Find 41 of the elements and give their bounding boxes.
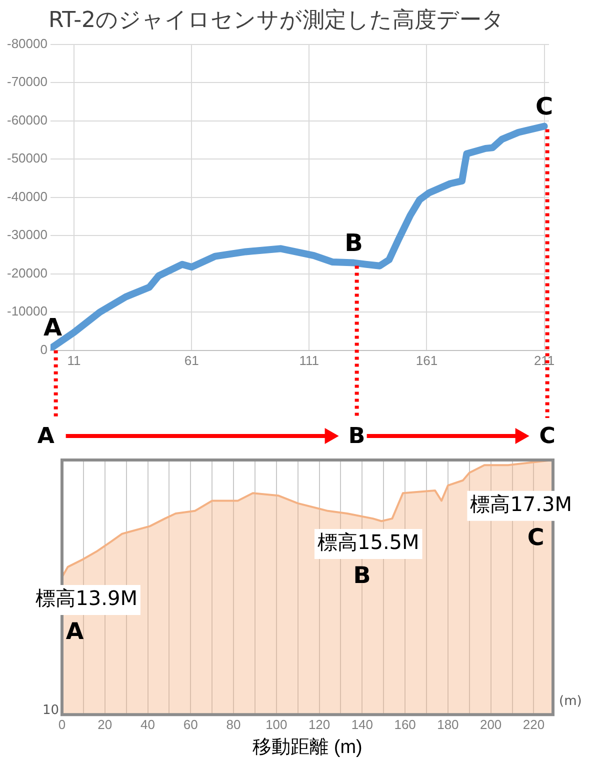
annotation: A bbox=[66, 619, 84, 646]
x-tick-label: 100 bbox=[266, 716, 288, 732]
text: A bbox=[37, 424, 54, 450]
x-tick-label: 180 bbox=[437, 716, 459, 732]
x-tick-label: 60 bbox=[183, 716, 198, 732]
x-tick-label: 61 bbox=[184, 352, 199, 368]
x-tick-label: 111 bbox=[299, 352, 320, 368]
x-tick-label: 161 bbox=[416, 352, 438, 368]
x-tick-label: 20 bbox=[98, 716, 112, 732]
y-tick-label: -50000 bbox=[6, 150, 48, 166]
text: C bbox=[539, 424, 556, 450]
x-tick-label: 140 bbox=[351, 716, 374, 732]
annotation: 標高15.5M bbox=[317, 530, 420, 554]
chart-title: RT-2のジャイロセンサが測定した高度データ bbox=[48, 8, 505, 33]
y-tick-label: -10000 bbox=[6, 304, 48, 319]
x-axis-title: 移動距離 (m) bbox=[252, 736, 362, 758]
annotation: C bbox=[527, 524, 544, 551]
y-tick-label: -30000 bbox=[6, 227, 48, 242]
x-tick-label: 200 bbox=[480, 716, 502, 732]
annotation: B bbox=[353, 563, 371, 590]
x-tick-label: 220 bbox=[522, 716, 545, 732]
y-tick-label: 0 bbox=[40, 342, 48, 357]
annotation: 標高17.3M bbox=[470, 492, 572, 516]
x-tick-label: 211 bbox=[534, 352, 555, 368]
x-tick-label: 11 bbox=[67, 352, 81, 368]
x-tick-label: 40 bbox=[140, 716, 155, 732]
annotation: B bbox=[344, 228, 363, 257]
text: B bbox=[348, 424, 366, 450]
y-tick-label: -40000 bbox=[6, 188, 48, 204]
text: (m) bbox=[559, 694, 582, 710]
x-tick-label: 80 bbox=[226, 716, 241, 732]
x-tick-label: 120 bbox=[308, 716, 330, 732]
y-tick-label: -20000 bbox=[6, 265, 48, 280]
y-tick-label: -70000 bbox=[6, 74, 48, 90]
x-tick-label: 160 bbox=[394, 716, 416, 732]
x-tick-label: 0 bbox=[58, 716, 66, 732]
annotation: C bbox=[535, 92, 554, 120]
y-tick-label: -80000 bbox=[6, 36, 48, 51]
y-tick-label: -60000 bbox=[6, 112, 48, 128]
text: 10 bbox=[42, 702, 59, 718]
annotation: 標高13.9M bbox=[36, 586, 138, 610]
